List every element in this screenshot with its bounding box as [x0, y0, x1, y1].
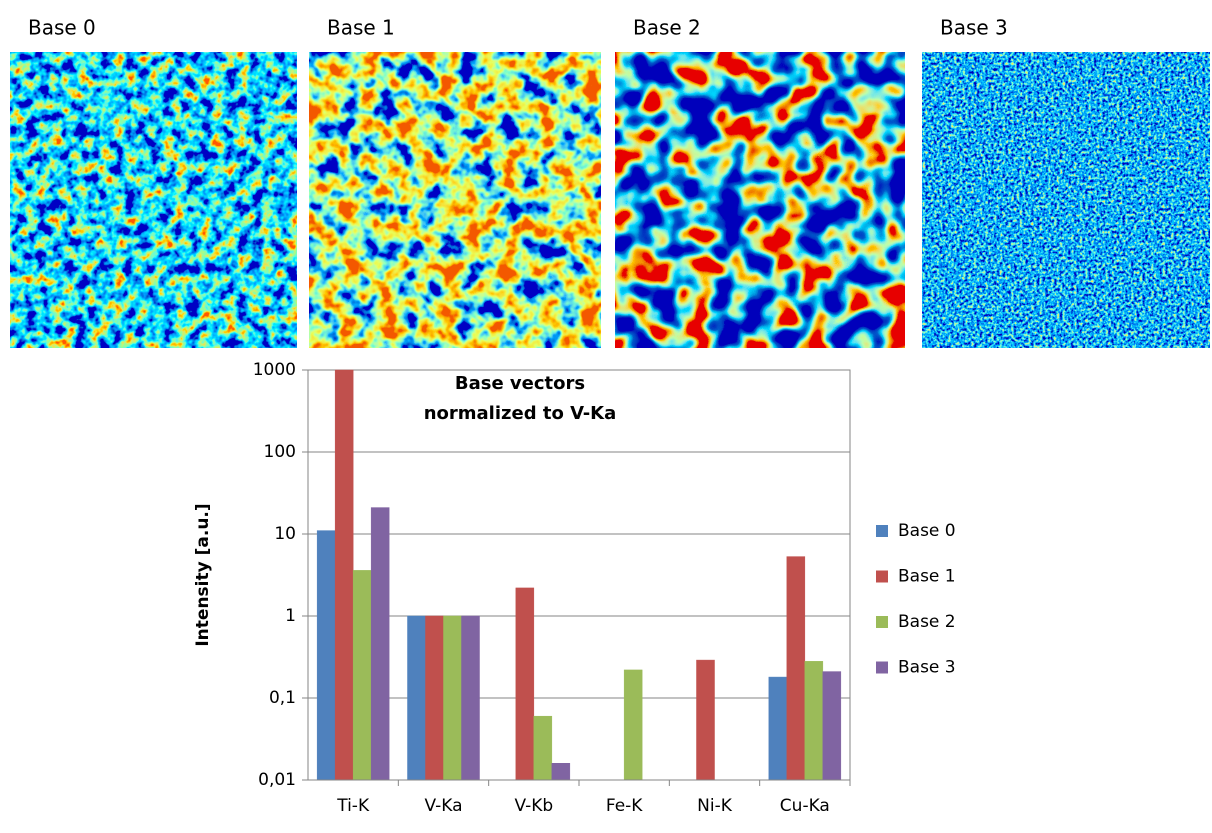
panel-label: Base 0 [28, 16, 96, 40]
bar [352, 570, 372, 781]
bar [407, 615, 426, 781]
legend-label: Base 0 [898, 521, 956, 541]
bar [443, 615, 462, 781]
legend-label: Base 1 [898, 567, 956, 587]
x-tick-label: V-Kb [514, 796, 553, 816]
heatmap-image [922, 52, 1210, 348]
bar [804, 661, 824, 781]
legend-swatch [876, 616, 888, 628]
legend-label: Base 3 [898, 658, 956, 678]
legend-swatch [876, 661, 888, 674]
bar [551, 763, 571, 781]
chart-subtitle: normalized to V-Ka [424, 403, 617, 424]
chart-title: Base vectors [455, 373, 585, 394]
bar [533, 715, 553, 781]
panel-label: Base 2 [633, 16, 701, 40]
legend-swatch [876, 570, 888, 583]
heatmap-image [615, 52, 905, 348]
bar [316, 530, 336, 781]
y-tick-label: 1 [285, 606, 296, 626]
x-tick-label: Cu-Ka [780, 796, 830, 816]
x-tick-label: Fe-K [606, 796, 643, 816]
bar [425, 615, 444, 781]
y-tick-label: 0,01 [258, 770, 296, 790]
y-tick-label: 10 [274, 524, 296, 544]
heatmap-image [10, 52, 297, 348]
bar [786, 556, 806, 781]
bar [696, 659, 715, 781]
legend-label: Base 2 [898, 612, 956, 632]
legend-swatch [876, 525, 888, 537]
y-tick-label: 0,1 [269, 688, 296, 708]
y-tick-label: 1000 [253, 360, 296, 380]
panel-label: Base 3 [940, 16, 1008, 40]
x-tick-label: V-Ka [424, 796, 462, 816]
bar [768, 676, 788, 781]
panel-label: Base 1 [327, 16, 395, 40]
heatmap-image [309, 52, 601, 348]
y-tick-label: 100 [264, 442, 296, 462]
bar [334, 369, 354, 781]
x-tick-label: Ti-K [336, 796, 370, 816]
x-tick-label: Ni-K [697, 796, 733, 816]
bar [822, 671, 842, 781]
y-axis-label: Intensity [a.u.] [193, 503, 213, 646]
bar [370, 507, 390, 781]
bar [461, 615, 480, 781]
bar [515, 587, 535, 781]
bar [623, 669, 643, 781]
